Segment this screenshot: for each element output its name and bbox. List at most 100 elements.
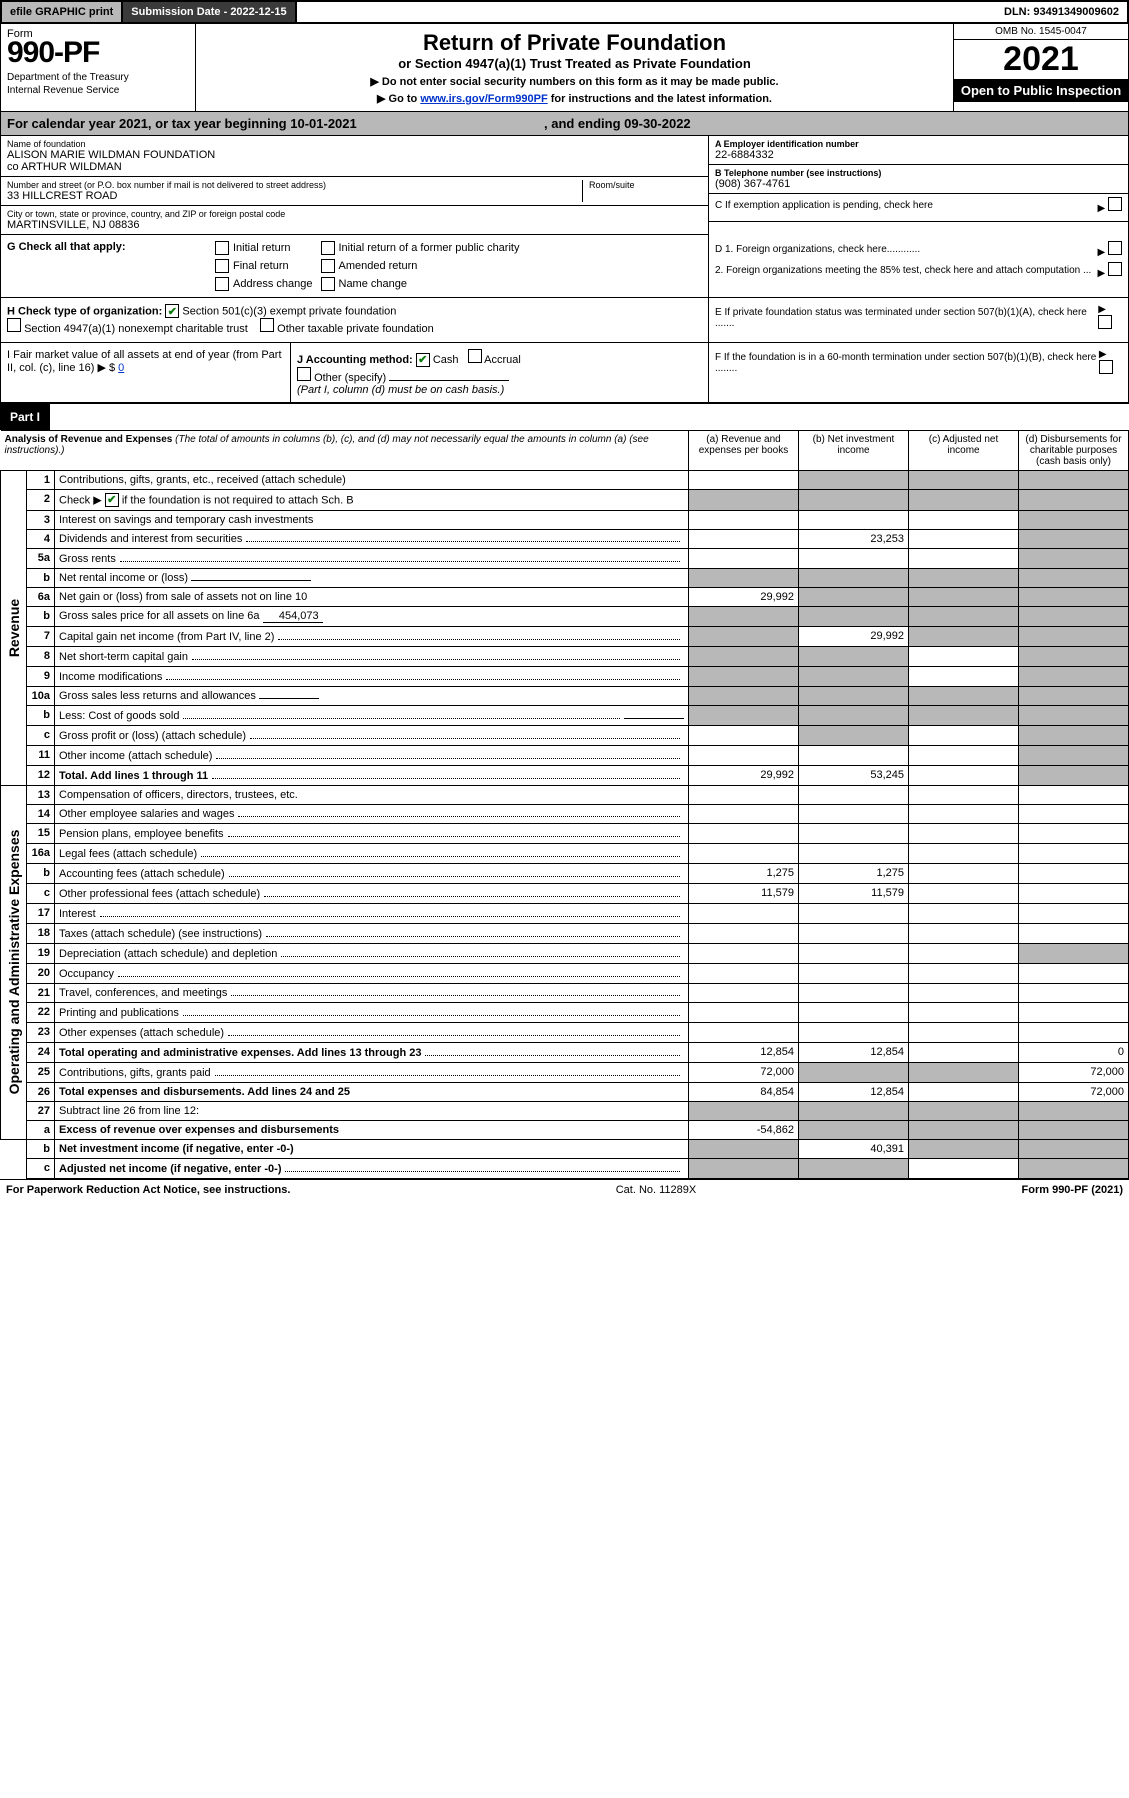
col-a-header: (a) Revenue and expenses per books — [689, 430, 799, 470]
revenue-vert: Revenue — [1, 470, 27, 785]
fmv-i-label: I Fair market value of all assets at end… — [7, 349, 282, 374]
line-16a-desc: Legal fees (attach schedule) — [59, 848, 197, 860]
form-header: Form 990-PF Department of the Treasury I… — [0, 24, 1129, 112]
initial-former-label: Initial return of a former public charit… — [339, 242, 520, 254]
sch-b-checkbox[interactable]: ✔ — [105, 493, 119, 507]
final-checkbox[interactable] — [215, 259, 229, 273]
line-14-desc: Other employee salaries and wages — [59, 808, 234, 820]
irs-label: Internal Revenue Service — [7, 85, 189, 96]
name-change-checkbox[interactable] — [321, 277, 335, 291]
line-25-desc: Contributions, gifts, grants paid — [59, 1067, 211, 1079]
dln-label: DLN: 93491349009602 — [996, 2, 1127, 22]
city-label: City or town, state or province, country… — [7, 209, 702, 219]
l16c-b: 11,579 — [799, 884, 909, 904]
warn-prefix: ▶ Go to — [377, 93, 420, 105]
line-12-desc: Total. Add lines 1 through 11 — [59, 770, 208, 782]
l6a-a: 29,992 — [689, 588, 799, 607]
j-label: J Accounting method: — [297, 354, 413, 366]
warn-ssn: ▶ Do not enter social security numbers o… — [206, 75, 943, 88]
fmv-row: I Fair market value of all assets at end… — [1, 343, 1128, 403]
line-23-desc: Other expenses (attach schedule) — [59, 1027, 224, 1039]
cy-mid: , and ending — [544, 116, 624, 131]
street-cell: Number and street (or P.O. box number if… — [1, 177, 708, 206]
accrual-checkbox[interactable] — [468, 349, 482, 363]
c-cell: C If exemption application is pending, c… — [709, 194, 1128, 222]
s501c3-checkbox[interactable]: ✔ — [165, 304, 179, 318]
g-section: G Check all that apply: Initial return F… — [1, 235, 1128, 298]
line-16c-desc: Other professional fees (attach schedule… — [59, 888, 260, 900]
d1-checkbox[interactable] — [1108, 241, 1122, 255]
name-line1: ALISON MARIE WILDMAN FOUNDATION — [7, 149, 702, 161]
other-method-checkbox[interactable] — [297, 367, 311, 381]
c-checkbox[interactable] — [1108, 197, 1122, 211]
line-6b-desc: Gross sales price for all assets on line… — [55, 607, 689, 627]
footer-center: Cat. No. 11289X — [616, 1184, 697, 1196]
cy-prefix: For calendar year 2021, or tax year begi… — [7, 116, 290, 131]
line-27-desc: Subtract line 26 from line 12: — [55, 1101, 689, 1120]
other-taxable-checkbox[interactable] — [260, 318, 274, 332]
line-5a-desc: Gross rents — [59, 553, 116, 565]
initial-checkbox[interactable] — [215, 241, 229, 255]
amended-label: Amended return — [339, 260, 418, 272]
dept-label: Department of the Treasury — [7, 72, 189, 83]
line-20-desc: Occupancy — [59, 968, 114, 980]
line-10a-desc: Gross sales less returns and allowances — [55, 686, 689, 705]
footer-right: Form 990-PF (2021) — [1022, 1184, 1123, 1196]
omb-label: OMB No. 1545-0047 — [954, 24, 1128, 40]
amended-checkbox[interactable] — [321, 259, 335, 273]
f-label: F If the foundation is in a 60-month ter… — [715, 352, 1099, 374]
room-label: Room/suite — [589, 180, 702, 190]
initial-former-checkbox[interactable] — [321, 241, 335, 255]
s501c3-label: Section 501(c)(3) exempt private foundat… — [182, 306, 396, 318]
l27b-b: 40,391 — [799, 1139, 909, 1158]
d2-checkbox[interactable] — [1108, 262, 1122, 276]
d1-label: D 1. Foreign organizations, check here..… — [715, 244, 920, 255]
fmv-value: 0 — [118, 362, 124, 374]
header-center: Return of Private Foundation or Section … — [196, 24, 953, 111]
header-right: OMB No. 1545-0047 2021 Open to Public In… — [953, 24, 1128, 111]
warn-goto: ▶ Go to www.irs.gov/Form990PF for instru… — [206, 92, 943, 105]
l26-a: 84,854 — [689, 1082, 799, 1101]
efile-label[interactable]: efile GRAPHIC print — [2, 2, 123, 22]
city-value: MARTINSVILLE, NJ 08836 — [7, 219, 702, 231]
address-label: Address change — [233, 278, 313, 290]
ein-cell: A Employer identification number 22-6884… — [709, 136, 1128, 165]
line-11-desc: Other income (attach schedule) — [59, 750, 212, 762]
accrual-label: Accrual — [484, 354, 521, 366]
city-cell: City or town, state or province, country… — [1, 206, 708, 235]
line-17-desc: Interest — [59, 908, 96, 920]
l27a-a: -54,862 — [689, 1120, 799, 1139]
name-change-label: Name change — [339, 278, 408, 290]
l16b-b: 1,275 — [799, 864, 909, 884]
line-27a-desc: Excess of revenue over expenses and disb… — [59, 1124, 339, 1136]
phone-value: (908) 367-4761 — [715, 178, 1122, 190]
form-subtitle: or Section 4947(a)(1) Trust Treated as P… — [206, 56, 943, 71]
line-2-desc: Check ▶ ✔ if the foundation is not requi… — [55, 489, 689, 510]
address-checkbox[interactable] — [215, 277, 229, 291]
page-footer: For Paperwork Reduction Act Notice, see … — [0, 1179, 1129, 1200]
h-label: H Check type of organization: — [7, 306, 162, 318]
cash-label: Cash — [433, 354, 459, 366]
expenses-vert: Operating and Administrative Expenses — [1, 785, 27, 1139]
open-public: Open to Public Inspection — [954, 79, 1128, 102]
initial-label: Initial return — [233, 242, 290, 254]
l12-b: 53,245 — [799, 765, 909, 785]
cash-checkbox[interactable]: ✔ — [416, 353, 430, 367]
header-left: Form 990-PF Department of the Treasury I… — [1, 24, 196, 111]
street-value: 33 HILLCREST ROAD — [7, 190, 582, 202]
warn-suffix: for instructions and the latest informat… — [551, 93, 772, 105]
cy-begin: 10-01-2021 — [290, 116, 357, 131]
e-checkbox[interactable] — [1098, 315, 1112, 329]
s4947-label: Section 4947(a)(1) nonexempt charitable … — [24, 323, 248, 335]
part1-label: Part I — [0, 404, 50, 430]
phone-label: B Telephone number (see instructions) — [715, 168, 1122, 178]
line-6a-desc: Net gain or (loss) from sale of assets n… — [55, 588, 689, 607]
l26-b: 12,854 — [799, 1082, 909, 1101]
f-checkbox[interactable] — [1099, 360, 1113, 374]
other-taxable-label: Other taxable private foundation — [277, 323, 434, 335]
s4947-checkbox[interactable] — [7, 318, 21, 332]
c-label: C If exemption application is pending, c… — [715, 200, 933, 211]
line-19-desc: Depreciation (attach schedule) and deple… — [59, 948, 277, 960]
irs-link[interactable]: www.irs.gov/Form990PF — [420, 93, 547, 105]
part1-table: Analysis of Revenue and Expenses (The to… — [0, 430, 1129, 1179]
